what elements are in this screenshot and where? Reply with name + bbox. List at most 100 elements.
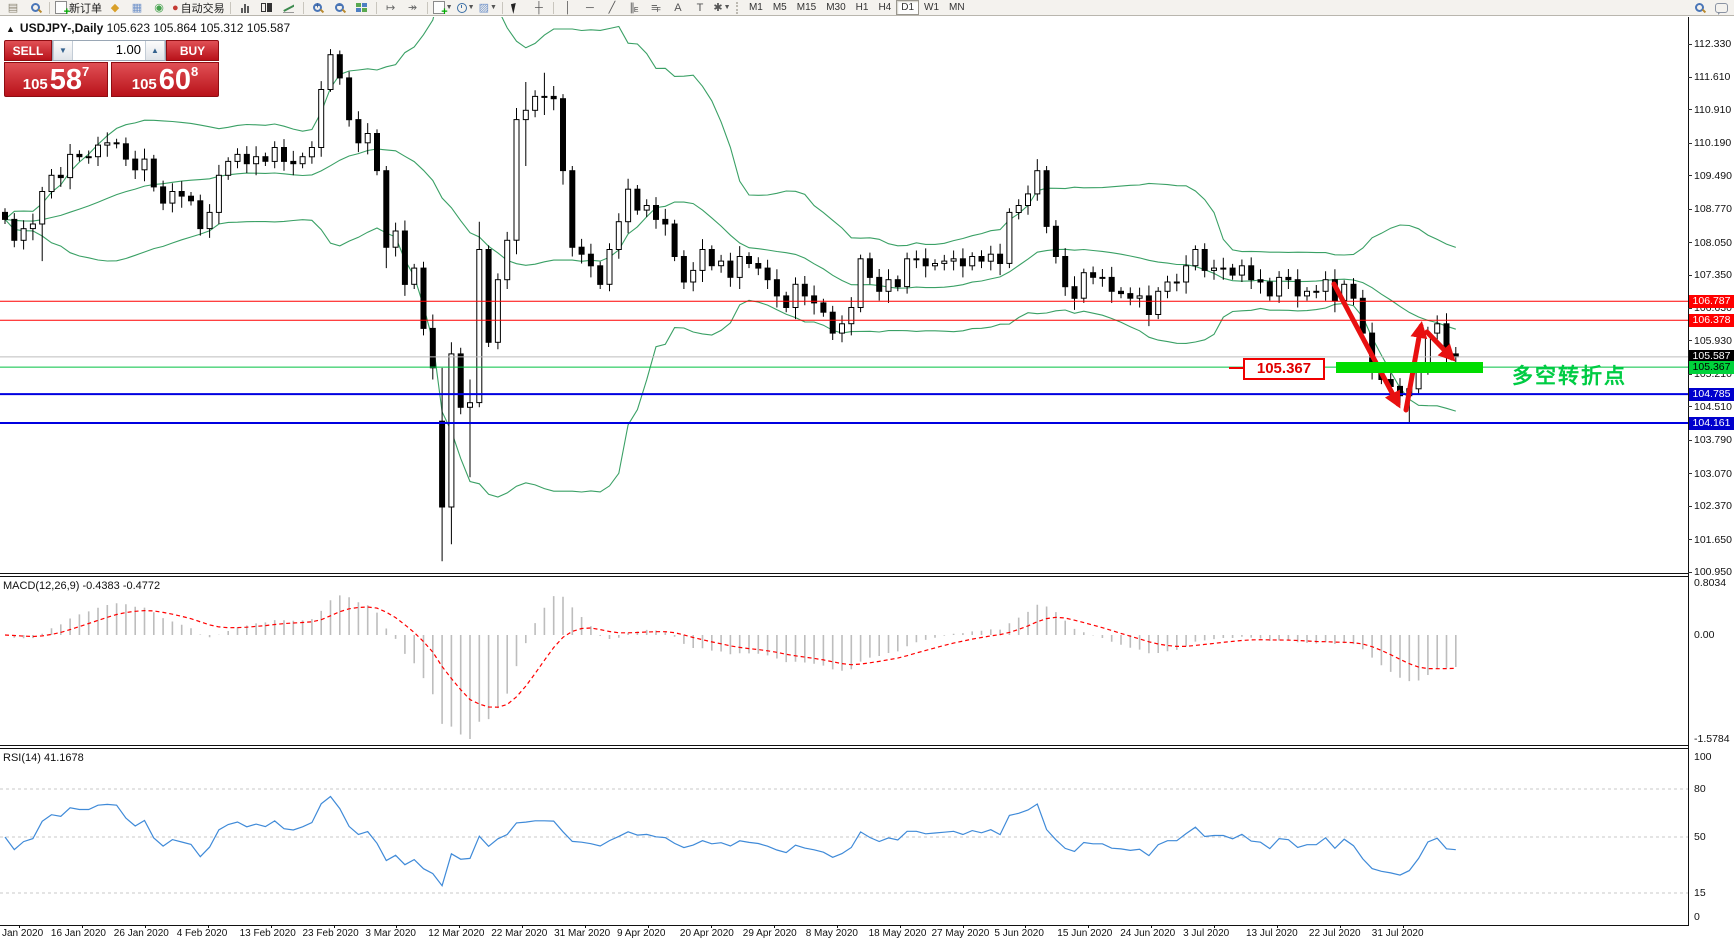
bull-candle: [67, 153, 74, 179]
cursor-button[interactable]: [506, 0, 528, 16]
bollinger-upper-band: [4, 17, 1456, 256]
bear-candle: [1062, 256, 1069, 288]
toolbar-separator: [302, 1, 304, 14]
volume-decrease-button[interactable]: ▼: [53, 41, 73, 60]
bull-candle: [1211, 267, 1217, 271]
toolbar-drag-handle[interactable]: [735, 1, 741, 14]
pivot-zone-bar[interactable]: [1336, 362, 1483, 373]
bull-candle: [848, 307, 855, 325]
indicators-button[interactable]: ▼: [431, 0, 455, 18]
volume-input[interactable]: 1.00: [115, 42, 141, 57]
bull-candle: [169, 191, 176, 204]
search-icon[interactable]: [1688, 0, 1710, 16]
fibonacci-button[interactable]: ≡ F: [651, 1, 661, 14]
periods-button[interactable]: ▼: [455, 0, 477, 16]
price-axis-tick: [1688, 373, 1692, 375]
line-chart-type-button[interactable]: [278, 0, 300, 16]
tile-windows-button[interactable]: [351, 0, 373, 16]
templates-button[interactable]: ▨ ▼: [478, 1, 497, 14]
timeframe-button-m1[interactable]: M1: [748, 2, 763, 13]
main-price-chart[interactable]: [0, 17, 1688, 573]
text-button[interactable]: A: [674, 1, 682, 14]
timeframe-button-h4[interactable]: H4: [878, 2, 892, 13]
buy-price-quote[interactable]: 105 60 8: [111, 62, 219, 97]
price-axis-highlight-label: 106.787: [1689, 294, 1734, 308]
bull-candle: [215, 174, 222, 213]
text-label-button[interactable]: T: [696, 1, 704, 14]
signals-icon[interactable]: ◉: [154, 1, 164, 14]
charts-window-icon[interactable]: ▤: [7, 1, 19, 14]
arrows-objects-button[interactable]: ✱ ▼: [713, 1, 731, 14]
bear-candle: [1043, 170, 1050, 227]
bar-chart-type-button[interactable]: [234, 0, 256, 16]
styles-bucket-icon[interactable]: ◆: [110, 1, 120, 14]
date-axis-label: 29 Apr 2020: [742, 928, 797, 939]
macd-indicator-pane[interactable]: [0, 577, 1688, 745]
collapse-panel-icon[interactable]: ▲: [6, 24, 15, 34]
profile-window-icon[interactable]: ▦: [131, 1, 143, 14]
candlestick-chart-type-button[interactable]: [256, 0, 278, 16]
bull-candle: [1434, 323, 1441, 334]
bull-candle: [1322, 279, 1329, 292]
bear-candle: [132, 158, 139, 171]
bear-candle: [1201, 249, 1208, 271]
bull-candle: [1238, 265, 1245, 276]
bear-candle: [755, 263, 762, 269]
bear-candle: [1359, 297, 1366, 334]
toolbar-separator: [375, 1, 377, 14]
sell-button[interactable]: SELL: [4, 40, 52, 61]
sell-price-quote[interactable]: 105 58 7: [4, 62, 108, 97]
date-axis-label: 8 May 2020: [805, 928, 858, 939]
rsi-indicator-pane[interactable]: [0, 749, 1688, 925]
price-axis-label: 110.190: [1694, 137, 1732, 150]
timeframe-button-d1[interactable]: D1: [896, 0, 920, 15]
price-axis-tick: [1688, 142, 1692, 144]
crosshair-button[interactable]: ┼: [535, 1, 543, 14]
timeframe-button-m5[interactable]: M5: [772, 2, 787, 13]
bear-candle: [959, 258, 966, 267]
preview-icon[interactable]: [24, 0, 46, 16]
bull-candle: [29, 223, 36, 230]
buy-button[interactable]: BUY: [166, 40, 219, 61]
chat-icon[interactable]: [1710, 0, 1732, 16]
date-axis-label: 16 Jan 2020: [50, 928, 106, 939]
timeframe-button-mn[interactable]: MN: [949, 2, 965, 13]
bull-candle: [327, 54, 334, 90]
macd-pane-divider[interactable]: [0, 573, 1689, 577]
rsi-label: RSI(14) 41.1678: [3, 752, 84, 764]
trendline-button[interactable]: ╱: [608, 1, 616, 14]
bear-candle: [1090, 272, 1097, 278]
bear-candle: [708, 249, 715, 267]
auto-scroll-button[interactable]: ↠: [408, 1, 418, 14]
zoom-in-button[interactable]: +: [307, 0, 329, 16]
horizontal-line-button[interactable]: ─: [586, 1, 594, 14]
date-axis-label: 12 Mar 2020: [428, 928, 485, 939]
bear-candle: [1108, 276, 1115, 292]
chart-shift-button[interactable]: ↦: [386, 1, 396, 14]
bear-candle: [76, 153, 83, 158]
rsi-pane-divider[interactable]: [0, 745, 1689, 749]
equidistant-channel-button[interactable]: ∥ E: [629, 1, 639, 14]
autotrading-button[interactable]: ● 自动交易: [172, 1, 225, 15]
bear-candle: [997, 253, 1004, 264]
date-axis-label: 22 Mar 2020: [491, 928, 548, 939]
new-order-button[interactable]: 新订单: [53, 0, 104, 18]
timeframe-button-m15[interactable]: M15: [796, 2, 817, 13]
zoom-out-button[interactable]: −: [329, 0, 351, 16]
timeframe-button-h1[interactable]: H1: [855, 2, 869, 13]
price-callout-box[interactable]: 105.367: [1243, 358, 1325, 380]
bear-candle: [188, 195, 194, 202]
macd-signal-line: [4, 606, 1456, 708]
timeframe-button-w1[interactable]: W1: [924, 2, 940, 13]
timeframe-button-m30[interactable]: M30: [826, 2, 846, 13]
vertical-line-button[interactable]: │: [564, 1, 572, 14]
rsi-axis-label: 0: [1694, 911, 1700, 923]
chart-title: ▲ USDJPY-,Daily 105.623 105.864 105.312 1…: [6, 21, 290, 35]
date-axis-tick: [962, 925, 964, 928]
symbol-period-label: USDJPY-,Daily: [19, 21, 104, 35]
bear-candle: [429, 327, 436, 369]
bull-candle: [606, 249, 613, 285]
volume-increase-button[interactable]: ▲: [145, 41, 165, 60]
bull-candle: [913, 258, 920, 261]
date-axis-border: [0, 925, 1689, 926]
